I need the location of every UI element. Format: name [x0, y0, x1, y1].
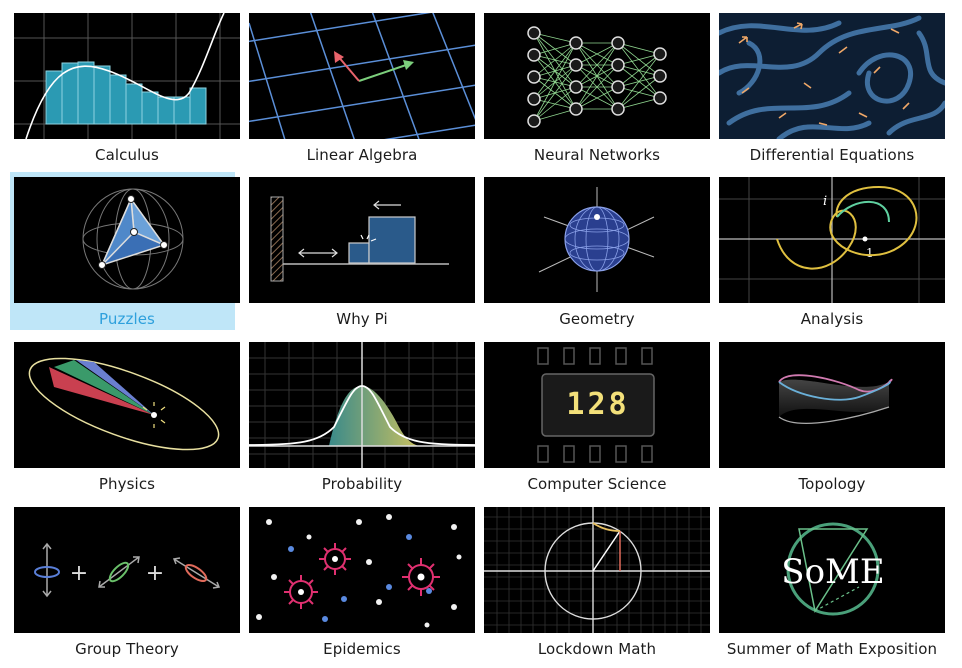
topic-label: Calculus [95, 146, 159, 164]
cs-display-digits: 128 [566, 387, 629, 422]
topic-card-summer-of-math-exposition[interactable]: SoME Summer of Math Exposition [715, 502, 945, 660]
topic-card-neural-networks[interactable]: Neural Networks [480, 8, 710, 166]
topic-card-group-theory[interactable]: + + Group Theory [10, 502, 240, 660]
neural-networks-thumbnail [484, 13, 710, 139]
some-logo-text: SoME [781, 552, 884, 592]
topic-card-topology[interactable]: Topology [715, 337, 945, 495]
topic-label: Topology [798, 475, 866, 493]
topic-card-calculus[interactable]: Calculus [10, 8, 240, 166]
topic-card-probability[interactable]: Probability [245, 337, 475, 495]
topic-label: Geometry [559, 310, 635, 328]
topic-label: Summer of Math Exposition [726, 640, 938, 658]
probability-thumbnail [249, 342, 475, 468]
topic-label: Analysis [800, 310, 864, 328]
group-theory-thumbnail: + + [14, 507, 240, 633]
computer-science-thumbnail: 128 [484, 342, 710, 468]
analysis-one-label: 1 [866, 246, 874, 260]
topic-card-geometry[interactable]: Geometry [480, 172, 710, 330]
physics-thumbnail [14, 342, 240, 468]
topic-card-linear-algebra[interactable]: Linear Algebra [245, 8, 475, 166]
analysis-thumbnail: i 1 [719, 177, 945, 303]
topic-label: Computer Science [527, 475, 667, 493]
topic-label: Neural Networks [533, 146, 661, 164]
topic-card-computer-science[interactable]: 128 Computer Science [480, 337, 710, 495]
plus-sign: + [70, 561, 88, 586]
topic-grid: Calculus Linear Algebra [10, 8, 948, 668]
topic-label: Linear Algebra [306, 146, 418, 164]
lockdown-math-thumbnail [484, 507, 710, 633]
topic-label: Probability [321, 475, 403, 493]
topic-card-analysis[interactable]: i 1 Analysis [715, 172, 945, 330]
puzzles-thumbnail [14, 177, 240, 303]
topic-card-puzzles[interactable]: Puzzles [10, 172, 240, 330]
topic-label: Differential Equations [749, 146, 915, 164]
plus-sign: + [146, 561, 164, 586]
topic-card-epidemics[interactable]: Epidemics [245, 502, 475, 660]
epidemics-thumbnail [249, 507, 475, 633]
topic-card-physics[interactable]: Physics [10, 337, 240, 495]
topology-thumbnail [719, 342, 945, 468]
topic-label: Physics [98, 475, 156, 493]
topic-card-why-pi[interactable]: Why Pi [245, 172, 475, 330]
topic-label: Epidemics [323, 640, 401, 658]
linear-algebra-thumbnail [249, 13, 475, 139]
topic-label: Puzzles [99, 310, 155, 328]
topic-label: Lockdown Math [537, 640, 657, 658]
some-thumbnail: SoME [719, 507, 945, 633]
analysis-i-label: i [823, 194, 827, 209]
calculus-thumbnail [14, 13, 240, 139]
geometry-thumbnail [484, 177, 710, 303]
topic-label: Group Theory [75, 640, 179, 658]
topic-label: Why Pi [336, 310, 388, 328]
why-pi-thumbnail [249, 177, 475, 303]
topic-card-lockdown-math[interactable]: Lockdown Math [480, 502, 710, 660]
topic-card-differential-equations[interactable]: Differential Equations [715, 8, 945, 166]
differential-equations-thumbnail [719, 13, 945, 139]
